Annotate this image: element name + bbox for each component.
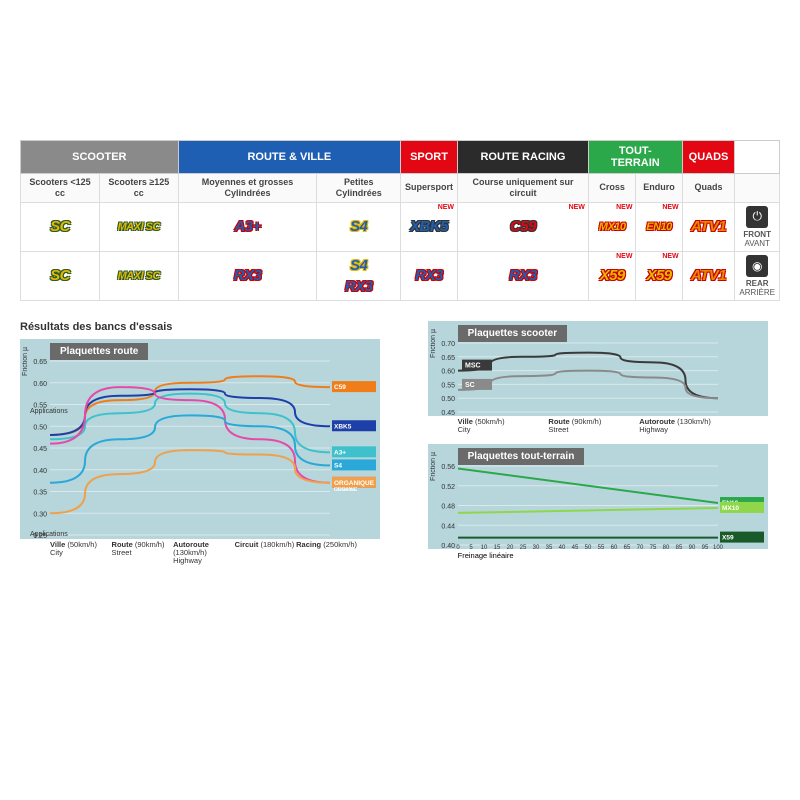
svg-text:0.65: 0.65	[441, 354, 455, 361]
svg-text:ORGANIC: ORGANIC	[334, 486, 358, 492]
svg-text:95: 95	[701, 545, 708, 549]
subcategory-label: Scooters <125 cc	[21, 174, 100, 203]
product-badge-cell: ATV1	[682, 251, 735, 300]
product-badge-cell: NEWEN10	[636, 202, 682, 251]
svg-text:15: 15	[493, 545, 500, 549]
chart-title: Plaquettes tout-terrain	[458, 448, 585, 465]
svg-text:75: 75	[649, 545, 656, 549]
svg-text:80: 80	[662, 545, 669, 549]
product-badge-cell: NEWX59	[588, 251, 636, 300]
product-badge-cell: NEWMX10	[588, 202, 636, 251]
svg-text:0.60: 0.60	[441, 368, 455, 375]
svg-text:85: 85	[675, 545, 682, 549]
svg-text:XBK5: XBK5	[334, 423, 352, 430]
svg-text:45: 45	[571, 545, 578, 549]
svg-text:55: 55	[597, 545, 604, 549]
svg-text:0.52: 0.52	[441, 484, 455, 491]
product-badge-cell: RX3	[458, 251, 589, 300]
svg-text:0.48: 0.48	[441, 504, 455, 511]
svg-text:50: 50	[584, 545, 591, 549]
chart: Plaquettes scooter Friction µ 0.45 0.50 0.…	[428, 321, 768, 416]
category-header: SCOOTER	[21, 141, 179, 174]
category-header: ROUTE & VILLE	[178, 141, 400, 174]
svg-text:0.40: 0.40	[33, 467, 47, 474]
svg-text:35: 35	[545, 545, 552, 549]
y-axis-label: Friction µ	[430, 329, 437, 358]
svg-text:30: 30	[532, 545, 539, 549]
svg-text:100: 100	[713, 545, 724, 549]
category-header: QUADS	[682, 141, 735, 174]
product-badge-cell: ATV1	[682, 202, 735, 251]
product-badge-cell: S4RX3	[317, 251, 401, 300]
product-badge-cell: A3+	[178, 202, 317, 251]
svg-text:0.65: 0.65	[33, 359, 47, 366]
subcategory-label: Scooters ≥125 cc	[99, 174, 178, 203]
svg-text:10: 10	[480, 545, 487, 549]
product-badge-cell: MAXI SC	[99, 251, 178, 300]
svg-text:0.44: 0.44	[441, 523, 455, 530]
svg-text:0.40: 0.40	[441, 543, 455, 549]
svg-text:0.50: 0.50	[33, 424, 47, 431]
svg-text:0.70: 0.70	[441, 341, 455, 348]
svg-text:0.55: 0.55	[441, 382, 455, 389]
svg-text:40: 40	[558, 545, 565, 549]
position-label: ⏻FRONTAVANT	[735, 202, 780, 251]
chart-plot: 0.250.300.350.400.450.500.550.600.65C59X…	[20, 339, 380, 539]
position-label: ◉REARARRIÈRE	[735, 251, 780, 300]
svg-text:20: 20	[506, 545, 513, 549]
category-header: SPORT	[401, 141, 458, 174]
svg-text:0.35: 0.35	[33, 489, 47, 496]
svg-text:MX10: MX10	[722, 505, 739, 512]
svg-text:0.30: 0.30	[33, 511, 47, 518]
chart: Plaquettes tout-terrain Friction µ 0.40 0…	[428, 444, 768, 549]
svg-text:X59: X59	[722, 535, 734, 542]
product-badge-cell: NEWC59	[458, 202, 589, 251]
subcategory-label: Supersport	[401, 174, 458, 203]
svg-text:MSC: MSC	[465, 362, 481, 369]
category-header: ROUTE RACING	[458, 141, 589, 174]
chart-title: Plaquettes scooter	[458, 325, 567, 342]
subcategory-label	[735, 174, 780, 203]
subcategory-label: Petites Cylindrées	[317, 174, 401, 203]
svg-text:0.45: 0.45	[441, 410, 455, 416]
subcategory-label: Course uniquement sur circuit	[458, 174, 589, 203]
product-badge-cell: S4	[317, 202, 401, 251]
svg-text:ORGANIQUE: ORGANIQUE	[334, 479, 375, 486]
svg-text:C59: C59	[334, 384, 346, 391]
svg-text:S4: S4	[334, 462, 342, 469]
subcategory-label: Quads	[682, 174, 735, 203]
svg-text:25: 25	[519, 545, 526, 549]
svg-text:SC: SC	[465, 382, 475, 389]
y-axis-label: Friction µ	[22, 347, 29, 376]
svg-text:90: 90	[688, 545, 695, 549]
svg-text:60: 60	[610, 545, 617, 549]
product-badge-cell: SC	[21, 251, 100, 300]
svg-text:0.50: 0.50	[441, 396, 455, 403]
product-badge-cell: RX3	[178, 251, 317, 300]
subcategory-label: Enduro	[636, 174, 682, 203]
product-category-table: SCOOTERROUTE & VILLESPORTROUTE RACINGTOU…	[20, 140, 780, 301]
svg-text:0.60: 0.60	[33, 380, 47, 387]
svg-text:0.56: 0.56	[441, 464, 455, 471]
chart-title: Plaquettes route	[50, 343, 148, 360]
category-header: TOUT-TERRAIN	[588, 141, 682, 174]
product-badge-cell: SC	[21, 202, 100, 251]
svg-text:70: 70	[636, 545, 643, 549]
svg-text:65: 65	[623, 545, 630, 549]
product-badge-cell: NEWXBK5	[401, 202, 458, 251]
svg-text:A3+: A3+	[334, 449, 346, 456]
product-badge-cell: RX3	[401, 251, 458, 300]
chart: Plaquettes route Friction µ 0.250.300.35…	[20, 339, 380, 539]
product-badge-cell: MAXI SC	[99, 202, 178, 251]
y-axis-label: Friction µ	[430, 452, 437, 481]
test-results-heading: Résultats des bancs d'essais	[20, 321, 408, 333]
svg-text:0.45: 0.45	[33, 446, 47, 453]
subcategory-label: Moyennes et grosses Cylindrées	[178, 174, 317, 203]
subcategory-label: Cross	[588, 174, 636, 203]
product-badge-cell: NEWX59	[636, 251, 682, 300]
